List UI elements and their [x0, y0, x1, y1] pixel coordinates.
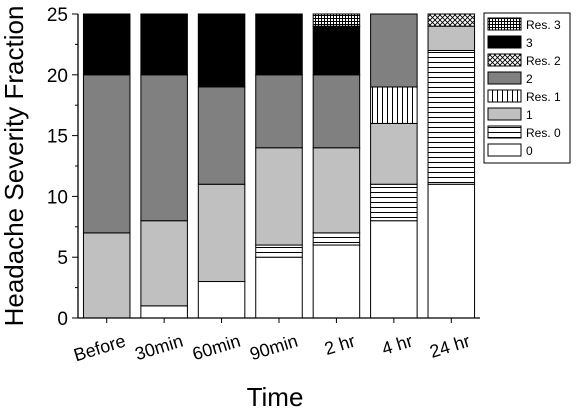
legend-label-res-1: Res. 1: [526, 90, 561, 104]
bar-segment-2-hr-res-0: [312, 232, 361, 246]
bar-segment-4-hr-2: [370, 13, 418, 88]
bar-segment-2-hr-3: [312, 25, 361, 76]
bar-segment-2-hr-res-3: [312, 13, 361, 27]
legend-label-0: 0: [526, 144, 533, 158]
legend-swatch-res-0: [487, 125, 522, 139]
y-tick-label: 20: [47, 66, 68, 87]
y-axis-title: Headache Severity Fraction: [0, 6, 29, 327]
bars-layer: [82, 13, 476, 319]
legend: Res. 3 3 Res. 2 2 Res. 1 1 Res. 0 0: [483, 12, 571, 164]
bar-segment-30min-2: [140, 74, 188, 222]
x-tick-label-4-hr: 4 hr: [380, 331, 416, 359]
bar-segment-30min-0: [140, 305, 188, 319]
bar-segment-24-hr-0: [427, 183, 476, 319]
bar-segment-24-hr-1: [427, 25, 476, 51]
bar-segment-4-hr-0: [370, 220, 418, 319]
bar-segment-90min-res-0: [255, 244, 303, 258]
x-tick-label-30min: 30min: [133, 331, 186, 364]
y-tick-label: 10: [47, 187, 68, 208]
legend-label-res-3: Res. 3: [526, 18, 561, 32]
legend-label-3: 3: [526, 36, 533, 50]
legend-swatch-0: [487, 143, 522, 157]
x-tick-label-24-hr: 24 hr: [427, 331, 472, 362]
bar-segment-90min-0: [255, 256, 303, 319]
legend-swatch-res-2: [487, 53, 522, 67]
bar-segment-4-hr-res-0: [370, 183, 418, 222]
bar-segment-60min-0: [197, 281, 246, 319]
bar-segment-before-3: [82, 13, 131, 76]
bar-segment-2-hr-2: [312, 74, 361, 149]
bar-segment-2-hr-0: [312, 244, 361, 319]
bar-segment-2-hr-1: [312, 147, 361, 234]
bar-segment-90min-2: [255, 74, 303, 149]
bar-segment-4-hr-1: [370, 122, 418, 185]
legend-swatch-res-1: [487, 89, 522, 103]
legend-label-2: 2: [526, 72, 533, 86]
legend-swatch-2: [487, 71, 522, 85]
x-tick-label-60min: 60min: [190, 331, 243, 364]
axes-layer: 0 5 10 15 20 25 Before 30min 60min 90min 2 hr 4 hr 2…: [47, 5, 480, 365]
bar-segment-60min-1: [197, 183, 246, 283]
bar-segment-24-hr-res-0: [427, 49, 476, 185]
bar-segment-before-1: [82, 232, 131, 319]
y-tick-label: 15: [47, 127, 68, 148]
y-tick-label: 25: [47, 5, 68, 26]
bar-segment-before-2: [82, 74, 131, 234]
x-tick-label-90min: 90min: [247, 331, 300, 364]
bar-segment-60min-3: [197, 13, 246, 88]
bar-segment-90min-1: [255, 147, 303, 246]
y-tick-label: 5: [57, 248, 68, 269]
x-tick-label-2-hr: 2 hr: [322, 331, 358, 359]
x-axis-title: Time: [247, 382, 304, 412]
legend-swatch-3: [487, 35, 522, 49]
legend-swatch-1: [487, 107, 522, 121]
legend-label-1: 1: [526, 108, 533, 122]
bar-segment-4-hr-res-1: [370, 86, 418, 124]
bar-segment-60min-2: [197, 86, 246, 185]
bar-segment-30min-3: [140, 13, 188, 76]
bar-segment-90min-3: [255, 13, 303, 76]
legend-label-res-2: Res. 2: [526, 54, 561, 68]
x-tick-label-before: Before: [71, 331, 128, 366]
bar-segment-24-hr-res-2: [427, 13, 476, 27]
y-tick-label: 0: [57, 309, 68, 330]
legend-swatch-res-3: [487, 17, 522, 31]
bar-segment-30min-1: [140, 220, 188, 307]
legend-label-res-0: Res. 0: [526, 126, 561, 140]
